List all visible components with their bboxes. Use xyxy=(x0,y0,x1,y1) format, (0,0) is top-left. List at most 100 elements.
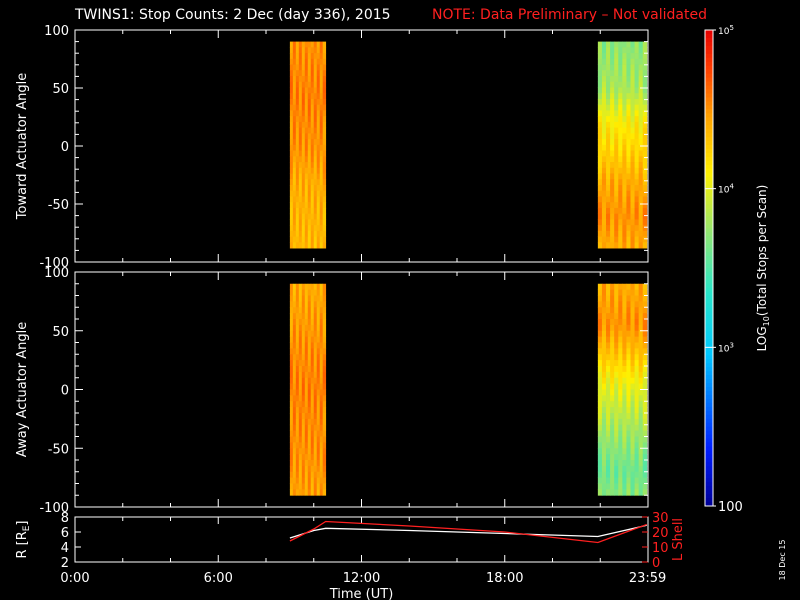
heatmap-cell xyxy=(618,289,623,296)
heatmap-cell xyxy=(622,442,627,449)
heatmap-cell xyxy=(316,371,321,379)
heatmap-cell xyxy=(307,144,312,151)
heatmap-cell xyxy=(295,319,300,326)
heatmap-cell xyxy=(614,336,619,343)
heatmap-cell xyxy=(618,377,623,385)
colorbar-segment xyxy=(705,363,713,368)
heatmap-cell xyxy=(634,407,640,414)
heatmap-cell xyxy=(301,371,306,379)
heatmap-cell xyxy=(292,236,297,243)
heatmap-cell xyxy=(316,319,321,326)
heatmap-cell xyxy=(304,98,309,106)
colorbar-segment xyxy=(705,188,713,194)
heatmap-cell xyxy=(307,196,312,203)
heatmap-cell xyxy=(304,173,309,180)
heatmap-cell xyxy=(316,471,321,479)
heatmap-cell xyxy=(322,477,327,484)
heatmap-cell xyxy=(289,219,294,226)
heatmap-cell xyxy=(597,242,603,249)
heatmap-cell xyxy=(642,110,648,117)
heatmap-cell xyxy=(634,313,640,320)
heatmap-cell xyxy=(626,489,631,496)
heatmap-cell xyxy=(289,162,294,169)
heatmap-cell xyxy=(626,436,631,443)
heatmap-cell xyxy=(307,442,312,449)
heatmap-cell xyxy=(642,483,648,490)
heatmap-cell xyxy=(614,430,619,437)
heatmap-cell xyxy=(642,460,648,467)
heatmap-cell xyxy=(634,110,640,117)
heatmap-cell xyxy=(626,173,631,180)
heatmap-cell xyxy=(304,156,309,163)
heatmap-cell xyxy=(622,47,627,54)
heatmap-cell xyxy=(601,342,607,349)
heatmap-cell xyxy=(622,307,627,314)
heatmap-cell xyxy=(618,319,623,326)
heatmap-cell xyxy=(304,93,309,100)
heatmap-cell xyxy=(618,116,623,123)
heatmap-cell xyxy=(292,413,297,420)
heatmap-cell xyxy=(626,98,631,106)
heatmap-cell xyxy=(310,156,315,163)
heatmap-cell xyxy=(301,360,306,367)
heatmap-cell xyxy=(642,395,648,402)
heatmap-cell xyxy=(634,219,640,226)
heatmap-cell xyxy=(301,383,306,390)
heatmap-cell xyxy=(298,202,303,209)
heatmap-cell xyxy=(610,448,615,455)
colorbar-segment xyxy=(705,291,713,297)
heatmap-cell xyxy=(610,377,615,385)
heatmap-cell xyxy=(597,418,603,426)
heatmap-cell xyxy=(610,354,615,361)
heatmap-cell xyxy=(322,121,327,129)
heatmap-cell xyxy=(630,377,635,385)
heatmap-cell xyxy=(597,336,603,343)
heatmap-cell xyxy=(292,348,297,355)
colorbar-segment xyxy=(705,73,713,79)
heatmap-cell xyxy=(618,242,623,249)
heatmap-cell xyxy=(630,81,635,88)
heatmap-cell xyxy=(322,41,327,48)
heatmap-cell xyxy=(634,289,640,296)
heatmap-cell xyxy=(642,336,648,343)
heatmap-cell xyxy=(313,301,318,308)
heatmap-cell xyxy=(634,127,640,134)
heatmap-cell xyxy=(304,371,309,379)
heatmap-cell xyxy=(301,330,306,338)
heatmap-cell xyxy=(319,207,324,215)
heatmap-cell xyxy=(626,454,631,461)
heatmap-cell xyxy=(638,58,644,65)
colorbar-segment xyxy=(705,149,713,154)
heatmap-cell xyxy=(597,395,603,402)
heatmap-cell xyxy=(626,93,631,100)
heatmap-cell xyxy=(630,342,635,349)
heatmap-cell xyxy=(618,213,623,220)
heatmap-cell xyxy=(319,173,324,180)
heatmap-cell xyxy=(316,342,321,349)
heatmap-cell xyxy=(292,436,297,443)
heatmap-cell xyxy=(597,162,603,169)
heatmap-cell xyxy=(322,454,327,461)
heatmap-cell xyxy=(630,348,635,355)
heatmap-cell xyxy=(289,360,294,367)
heatmap-cell xyxy=(618,436,623,443)
heatmap-cell xyxy=(298,236,303,243)
heatmap-cell xyxy=(289,230,294,238)
heatmap-cell xyxy=(304,121,309,129)
heatmap-cell xyxy=(298,58,303,65)
heatmap-cell xyxy=(626,295,631,302)
heatmap-cell xyxy=(289,448,294,455)
heatmap-cell xyxy=(630,139,635,146)
heatmap-cell xyxy=(626,156,631,163)
heatmap-cell xyxy=(319,47,324,54)
heatmap-cell xyxy=(642,184,648,192)
heatmap-cell xyxy=(322,87,327,94)
heatmap-cell xyxy=(610,225,615,232)
heatmap-cell xyxy=(642,76,648,83)
heatmap-cell xyxy=(304,348,309,355)
heatmap-cell xyxy=(316,104,321,111)
heatmap-cell xyxy=(597,225,603,232)
heatmap-cell xyxy=(606,179,611,186)
heatmap-cell xyxy=(642,58,648,65)
